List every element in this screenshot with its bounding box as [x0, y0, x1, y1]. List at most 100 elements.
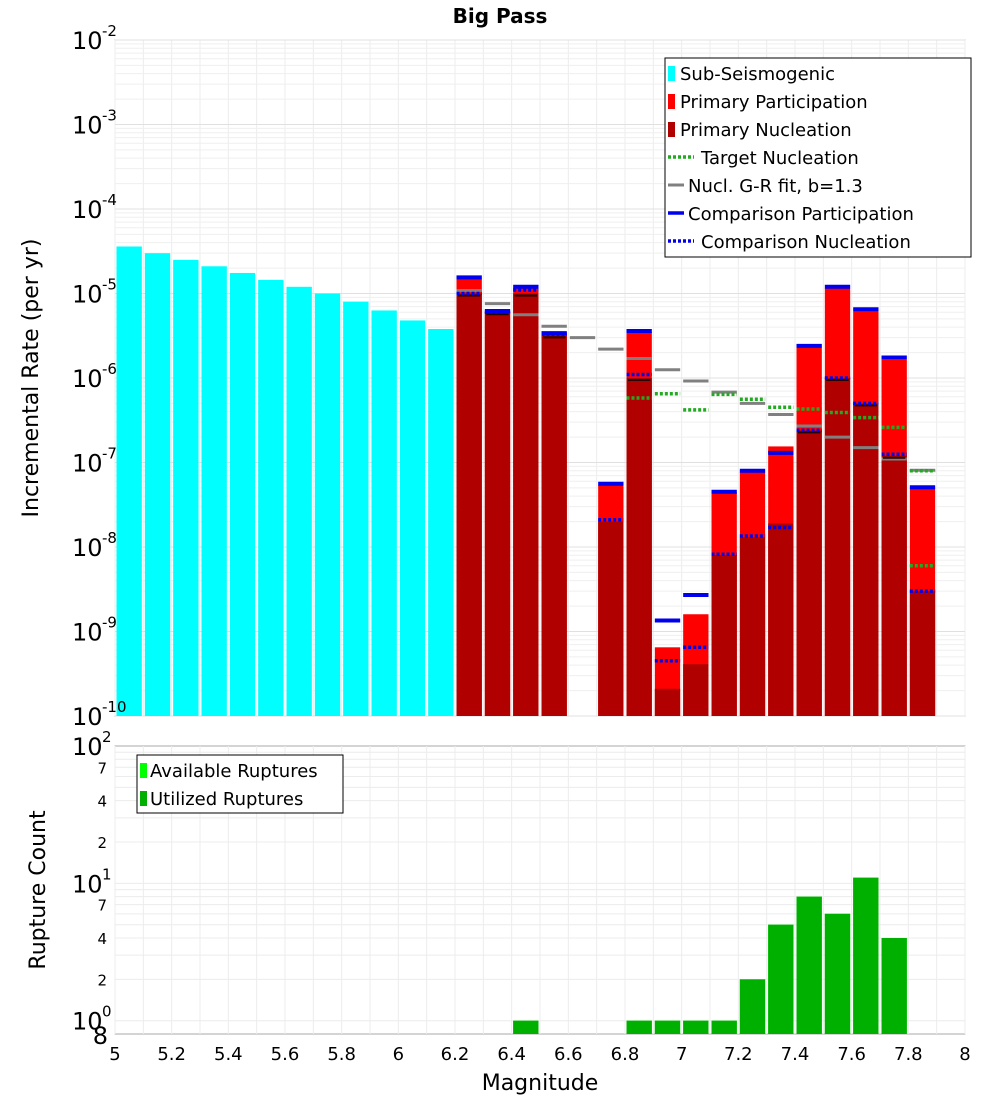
bar-sub-seismogenic [173, 259, 199, 716]
top-y-tick-label: 10 [72, 112, 103, 140]
top-y-axis-title: Incremental Rate (per yr) [19, 239, 44, 518]
bar-primary-nucleation [739, 537, 766, 716]
legend-swatch-sub-seismogenic [668, 66, 675, 81]
x-tick-label: 7.6 [837, 1044, 866, 1065]
legend-label-available-ruptures: Available Ruptures [150, 761, 318, 782]
x-tick-label: 8 [959, 1044, 970, 1065]
x-tick-label: 5.6 [271, 1044, 300, 1065]
bottom-bars [513, 877, 907, 1034]
bar-sub-seismogenic [201, 266, 227, 716]
bar-primary-nucleation [541, 335, 567, 716]
x-tick-label: 5 [109, 1044, 120, 1065]
bar-primary-nucleation [456, 293, 482, 716]
x-tick-label: 5.8 [327, 1044, 356, 1065]
bar-primary-nucleation [824, 378, 851, 716]
bar-sub-seismogenic [116, 246, 142, 716]
top-y-tick-exponent: -4 [102, 191, 117, 209]
x-tick-label: 6.6 [554, 1044, 583, 1065]
top-legend-box [664, 57, 972, 258]
top-y-tick-label: 10 [72, 196, 103, 224]
x-tick-label: 6 [393, 1044, 404, 1065]
bar-sub-seismogenic [286, 286, 312, 716]
bottom-y-tick-label: 10 [72, 733, 103, 761]
bottom-y-tick-label: 10 [72, 870, 103, 898]
bar-sub-seismogenic [314, 293, 341, 716]
top-y-tick-label: 10 [72, 450, 103, 478]
bar-utilized-ruptures [768, 924, 794, 1034]
bottom-y-minor-tick-label: 7 [97, 897, 107, 915]
legend-label-target-nucleation: Target Nucleation [700, 148, 859, 169]
legend-swatch-primary-nucleation [668, 122, 675, 137]
bottom-y-minor-tick-label: 4 [97, 793, 107, 811]
legend-swatch-utilized-ruptures [140, 791, 147, 806]
x-tick-label: 6.4 [497, 1044, 526, 1065]
bottom-y-minor-tick-label: 2 [97, 971, 107, 989]
legend-label-utilized-ruptures: Utilized Ruptures [150, 789, 303, 810]
bar-primary-nucleation [513, 293, 539, 716]
bottom-y-minor-tick-label: 4 [97, 930, 107, 948]
bar-primary-nucleation [853, 403, 879, 716]
top-y-tick-label: 10 [72, 27, 103, 55]
top-y-tick-exponent: -10 [102, 698, 127, 716]
x-tick-label: 7.2 [724, 1044, 753, 1065]
top-y-tick-exponent: -7 [102, 445, 117, 463]
bottom-y-minor-tick-label: 7 [97, 759, 107, 777]
bar-utilized-ruptures [683, 1020, 709, 1034]
top-y-tick-exponent: -9 [102, 614, 117, 632]
bar-sub-seismogenic [399, 320, 426, 716]
top-y-tick-label: 10 [72, 534, 103, 562]
top-y-tick-label: 10 [72, 281, 103, 309]
bar-utilized-ruptures [739, 979, 766, 1034]
legend-label-comparison-nucleation: Comparison Nucleation [701, 232, 911, 253]
bar-primary-nucleation [796, 430, 822, 716]
top-y-tick-label: 10 [72, 619, 103, 647]
bar-utilized-ruptures [881, 938, 907, 1034]
bar-primary-nucleation [683, 664, 709, 716]
x-tick-label: 6.2 [441, 1044, 470, 1065]
top-y-tick-label: 10 [72, 365, 103, 393]
top-y-tick-exponent: -8 [102, 529, 117, 547]
bar-utilized-ruptures [711, 1020, 737, 1034]
legend-label-comparison-participation: Comparison Participation [688, 204, 914, 225]
bar-primary-nucleation [626, 378, 652, 716]
bottom-y-tick-exponent: 0 [102, 1003, 112, 1021]
bar-sub-seismogenic [229, 272, 256, 716]
legend-label-primary-nucleation: Primary Nucleation [680, 120, 852, 141]
legend-label-primary-participation: Primary Participation [680, 92, 868, 113]
bottom-y-axis-title: Rupture Count [26, 810, 51, 970]
bottom-y-minor-tick-label: 2 [97, 834, 107, 852]
top-bars [116, 246, 936, 716]
bar-utilized-ruptures [824, 913, 851, 1034]
bottom-y-tick-exponent: 1 [102, 865, 112, 883]
bar-primary-nucleation [654, 688, 681, 716]
bar-sub-seismogenic [258, 279, 284, 716]
top-y-tick-exponent: -2 [102, 22, 117, 40]
bar-primary-nucleation [711, 555, 737, 716]
bar-sub-seismogenic [144, 253, 171, 716]
top-y-tick-exponent: -5 [102, 276, 117, 294]
top-y-tick-label: 10 [72, 703, 103, 731]
legend-label-gr-fit: Nucl. G-R fit, b=1.3 [688, 176, 863, 197]
bar-utilized-ruptures [853, 877, 879, 1034]
bottom-y-minor-tick-label: 8 [93, 1022, 108, 1050]
bottom-legend-box [136, 754, 344, 814]
bar-utilized-ruptures [654, 1020, 681, 1034]
chart-title: Big Pass [453, 4, 548, 28]
top-legend: Sub-Seismogenic Primary Participation Pr… [664, 57, 972, 258]
bar-primary-nucleation [881, 455, 907, 716]
x-axis-title: Magnitude [482, 1071, 599, 1096]
bar-utilized-ruptures [626, 1020, 652, 1034]
bar-primary-nucleation [909, 591, 936, 716]
x-tick-label: 5.4 [214, 1044, 243, 1065]
bar-primary-nucleation [768, 523, 794, 716]
top-y-tick-exponent: -3 [102, 107, 117, 125]
bottom-y-tick-label: 10 [72, 1008, 103, 1036]
x-tick-label: 7.8 [894, 1044, 923, 1065]
legend-swatch-available-ruptures [140, 763, 147, 778]
bar-utilized-ruptures [513, 1020, 539, 1034]
bar-utilized-ruptures [796, 896, 822, 1034]
